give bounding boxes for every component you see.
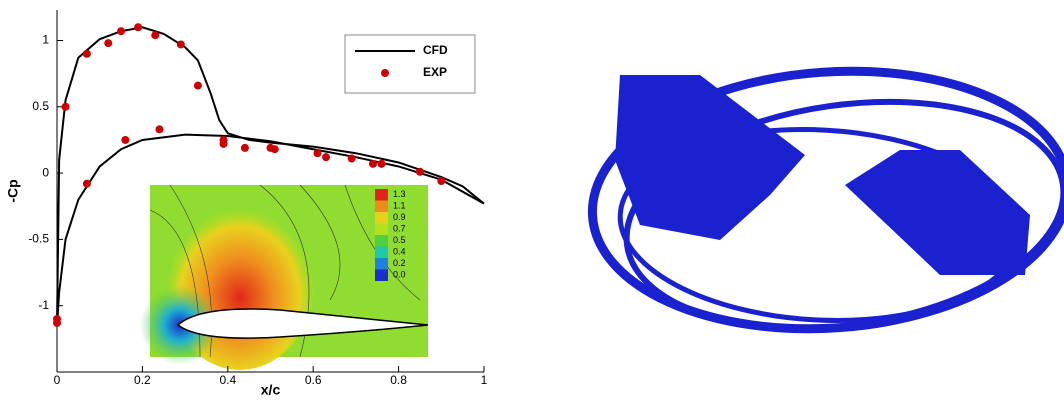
colorbar-label: 0.4 xyxy=(393,247,406,257)
exp-point xyxy=(117,27,125,35)
colorbar-label: 0.9 xyxy=(393,212,406,222)
colorbar-label: 0.2 xyxy=(393,258,406,268)
exp-point xyxy=(313,149,321,157)
exp-point xyxy=(104,39,112,47)
exp-point xyxy=(83,180,91,188)
exp-point xyxy=(155,125,163,133)
y-tick-label: -1 xyxy=(38,298,49,312)
y-tick-label: 0.5 xyxy=(32,99,49,113)
legend-label: CFD xyxy=(423,43,448,57)
exp-point xyxy=(177,40,185,48)
colorbar-swatch xyxy=(375,270,388,282)
y-tick-label: 0 xyxy=(42,165,49,179)
colorbar-swatch xyxy=(375,258,388,270)
x-tick-label: 1 xyxy=(481,373,488,387)
x-tick-label: 0.2 xyxy=(134,373,151,387)
y-tick-label: -0.5 xyxy=(28,232,49,246)
exp-point xyxy=(53,319,61,327)
colorbar-label: 0.7 xyxy=(393,224,406,234)
legend-label: EXP xyxy=(423,65,447,79)
exp-point xyxy=(348,155,356,163)
exp-point xyxy=(121,136,129,144)
exp-point xyxy=(134,23,142,31)
y-axis-label: -Cp xyxy=(5,179,21,202)
vortex-render xyxy=(584,56,1064,355)
exp-point xyxy=(83,50,91,58)
legend-box xyxy=(345,35,475,93)
colorbar-swatch xyxy=(375,212,388,224)
exp-point xyxy=(62,103,70,111)
exp-point xyxy=(437,177,445,185)
x-tick-label: 0.8 xyxy=(390,373,407,387)
exp-point xyxy=(322,153,330,161)
exp-point xyxy=(151,31,159,39)
x-tick-label: 0 xyxy=(54,373,61,387)
colorbar-swatch xyxy=(375,224,388,236)
exp-point xyxy=(194,82,202,90)
x-tick-label: 0.6 xyxy=(305,373,322,387)
colorbar-label: 1.1 xyxy=(393,201,406,211)
x-tick-label: 0.4 xyxy=(219,373,236,387)
colorbar-swatch xyxy=(375,201,388,213)
colorbar-swatch xyxy=(375,247,388,259)
x-axis-label: x/c xyxy=(261,382,281,398)
exp-point xyxy=(241,144,249,152)
exp-point xyxy=(271,145,279,153)
colorbar-label: 1.3 xyxy=(393,189,406,199)
colorbar-swatch xyxy=(375,235,388,247)
exp-point xyxy=(378,160,386,168)
exp-point xyxy=(369,160,377,168)
exp-point xyxy=(416,168,424,176)
colorbar-label: 0.5 xyxy=(393,235,406,245)
colorbar-label: 0.0 xyxy=(393,270,406,280)
figure: -1-0.500.5100.20.40.60.81x/c-CpCFDEXP1.3… xyxy=(0,0,1064,400)
colorbar-swatch xyxy=(375,189,388,201)
y-tick-label: 1 xyxy=(42,33,49,47)
legend-swatch xyxy=(381,69,389,77)
exp-point xyxy=(220,140,228,148)
